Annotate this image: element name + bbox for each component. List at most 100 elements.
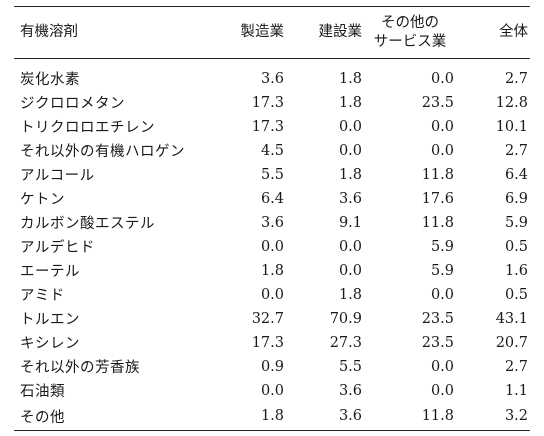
cell-construction: 3.6 [338,382,362,399]
cell-manufacturing: 17.3 [251,334,284,351]
cell-total: 10.1 [495,118,528,135]
cell-construction: 1.8 [338,166,362,183]
cell-manufacturing: 3.6 [260,70,284,87]
table-row: 石油類 0.0 3.6 0.0 1.1 [14,379,530,403]
table-row: トルエン 32.7 70.9 23.5 43.1 [14,307,530,331]
table-row: カルボン酸エステル 3.6 9.1 11.8 5.9 [14,211,530,235]
cell-solvent-name: アミド [20,288,65,304]
table-row: ケトン 6.4 3.6 17.6 6.9 [14,187,530,211]
cell-other-services: 5.9 [430,262,454,279]
cell-construction: 27.3 [329,334,362,351]
cell-total: 2.7 [504,70,528,87]
header-solvent: 有機溶剤 [14,6,204,59]
cell-solvent-name: 炭化水素 [20,72,80,89]
cell-total: 0.5 [504,286,528,303]
cell-total: 0.5 [504,238,528,255]
cell-total: 6.9 [504,190,528,207]
cell-total: 2.7 [504,358,528,375]
cell-solvent-name: アルデヒド [20,240,95,256]
table-row: アルデヒド 0.0 0.0 5.9 0.5 [14,235,530,259]
cell-construction: 1.8 [338,70,362,87]
table-body: 炭化水素 3.6 1.8 0.0 2.7 ジクロロメタン 17.3 1.8 23.5 12.8 トリ… [14,59,530,431]
cell-other-services: 17.6 [421,190,454,207]
cell-manufacturing: 3.6 [260,214,284,231]
cell-manufacturing: 32.7 [251,310,284,327]
table-row: エーテル 1.8 0.0 5.9 1.6 [14,259,530,283]
table-row: キシレン 17.3 27.3 23.5 20.7 [14,331,530,355]
cell-total: 1.6 [504,262,528,279]
cell-other-services: 11.8 [421,214,454,231]
cell-manufacturing: 17.3 [251,118,284,135]
cell-construction: 3.6 [338,190,362,207]
cell-solvent-name: エーテル [20,264,80,280]
cell-other-services: 5.9 [430,238,454,255]
cell-construction: 3.6 [286,402,364,431]
cell-construction: 1.8 [338,286,362,303]
cell-solvent-name: キシレン [20,336,80,352]
cell-manufacturing: 0.0 [260,382,284,399]
cell-other-services: 11.8 [421,166,454,183]
cell-manufacturing: 0.0 [260,238,284,255]
cell-solvent-name: トルエン [20,312,80,328]
header-manufacturing: 製造業 [204,6,286,59]
table-row: ジクロロメタン 17.3 1.8 23.5 12.8 [14,91,530,115]
table-row: アミド 0.0 1.8 0.0 0.5 [14,283,530,307]
cell-solvent-name: その他 [14,402,204,431]
cell-other-services: 23.5 [421,310,454,327]
cell-construction: 0.0 [338,142,362,159]
cell-construction: 1.8 [338,94,362,111]
table-row: 炭化水素 3.6 1.8 0.0 2.7 [14,59,530,91]
cell-construction: 0.0 [338,118,362,135]
header-other-line1: その他の [381,14,439,31]
table-row: アルコール 5.5 1.8 11.8 6.4 [14,163,530,187]
cell-total: 43.1 [495,310,528,327]
table-header-row: 有機溶剤 製造業 建設業 その他の サービス業 全体 [14,6,530,59]
cell-construction: 9.1 [338,214,362,231]
cell-manufacturing: 4.5 [260,142,284,159]
header-other-services: その他の サービス業 [364,6,456,59]
cell-total: 3.2 [456,402,530,431]
table-row: それ以外の芳香族 0.9 5.5 0.0 2.7 [14,355,530,379]
cell-construction: 5.5 [338,358,362,375]
cell-solvent-name: カルボン酸エステル [20,216,155,232]
cell-solvent-name: ケトン [20,192,65,208]
cell-other-services: 0.0 [430,70,454,87]
table-row: トリクロロエチレン 17.3 0.0 0.0 10.1 [14,115,530,139]
cell-solvent-name: それ以外の芳香族 [20,360,140,376]
header-other-line2: サービス業 [373,33,447,50]
cell-manufacturing: 1.8 [260,262,284,279]
cell-construction: 70.9 [329,310,362,327]
table-row: その他 1.8 3.6 11.8 3.2 [14,402,530,431]
table-row: それ以外の有機ハロゲン 4.5 0.0 0.0 2.7 [14,139,530,163]
cell-manufacturing: 5.5 [260,166,284,183]
cell-other-services: 0.0 [430,286,454,303]
cell-manufacturing: 0.0 [260,286,284,303]
cell-solvent-name: アルコール [20,168,95,184]
cell-solvent-name: トリクロロエチレン [20,120,155,136]
cell-construction: 0.0 [338,262,362,279]
cell-other-services: 0.0 [430,118,454,135]
cell-total: 1.1 [504,382,528,399]
cell-total: 12.8 [495,94,528,111]
cell-manufacturing: 1.8 [204,402,286,431]
cell-other-services: 0.0 [430,358,454,375]
cell-other-services: 0.0 [430,142,454,159]
cell-other-services: 0.0 [430,382,454,399]
cell-other-services: 11.8 [364,402,456,431]
header-total: 全体 [456,6,530,59]
cell-manufacturing: 6.4 [260,190,284,207]
cell-total: 20.7 [495,334,528,351]
cell-manufacturing: 17.3 [251,94,284,111]
cell-other-services: 23.5 [421,334,454,351]
solvent-table: 有機溶剤 製造業 建設業 その他の サービス業 全体 炭化水素 3.6 1.8 0.0… [14,6,530,431]
header-construction: 建設業 [286,6,364,59]
cell-total: 6.4 [504,166,528,183]
cell-other-services: 23.5 [421,94,454,111]
cell-solvent-name: それ以外の有機ハロゲン [20,144,185,160]
cell-manufacturing: 0.9 [260,358,284,375]
cell-solvent-name: ジクロロメタン [20,96,125,112]
cell-construction: 0.0 [338,238,362,255]
cell-total: 2.7 [504,142,528,159]
cell-solvent-name: 石油類 [20,384,65,400]
